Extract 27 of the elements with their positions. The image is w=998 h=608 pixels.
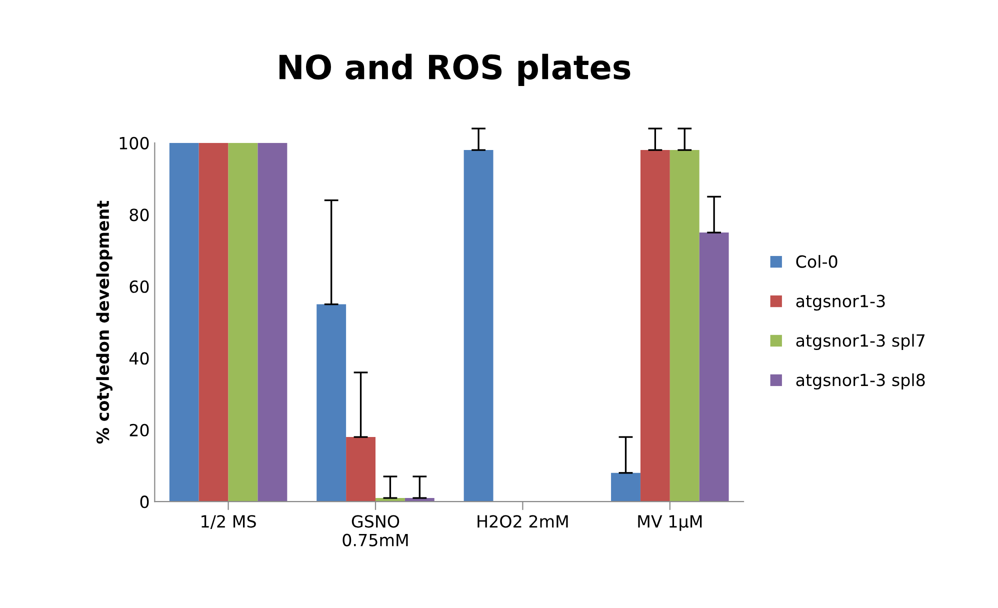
bar bbox=[699, 232, 729, 502]
bar bbox=[670, 150, 700, 502]
legend-label: atgsnor1-3 bbox=[796, 294, 885, 311]
bar bbox=[198, 142, 228, 502]
x-tick-label: H2O2 2mM bbox=[478, 515, 568, 528]
y-tick-label: 80 bbox=[130, 208, 149, 222]
y-axis-title: % cotyledon development bbox=[96, 200, 112, 444]
y-tick-label: 100 bbox=[120, 136, 149, 150]
y-tick-label: 0 bbox=[140, 496, 149, 508]
bar bbox=[228, 142, 258, 502]
legend-label: Col-0 bbox=[796, 254, 838, 268]
x-tick-label: MV 1µM bbox=[638, 515, 702, 531]
bar bbox=[640, 150, 670, 502]
y-tick-label: 60 bbox=[130, 280, 149, 293]
chart-title: NO and ROS plates bbox=[280, 54, 630, 86]
y-tick-label: 20 bbox=[130, 424, 149, 436]
y-tick-label: 40 bbox=[129, 352, 149, 365]
legend-label: atgsnor1-3 spl8 bbox=[796, 373, 925, 390]
x-tick-label: GSNO 0.75mM bbox=[342, 515, 408, 546]
bar bbox=[316, 304, 346, 502]
bar bbox=[346, 437, 376, 502]
bar bbox=[464, 150, 494, 502]
bar bbox=[169, 142, 199, 502]
bar bbox=[258, 142, 288, 502]
bar bbox=[611, 472, 640, 502]
legend-label: atgsnor1-3 spl7 bbox=[796, 334, 924, 350]
x-tick-label: 1/2 MS bbox=[202, 515, 256, 530]
